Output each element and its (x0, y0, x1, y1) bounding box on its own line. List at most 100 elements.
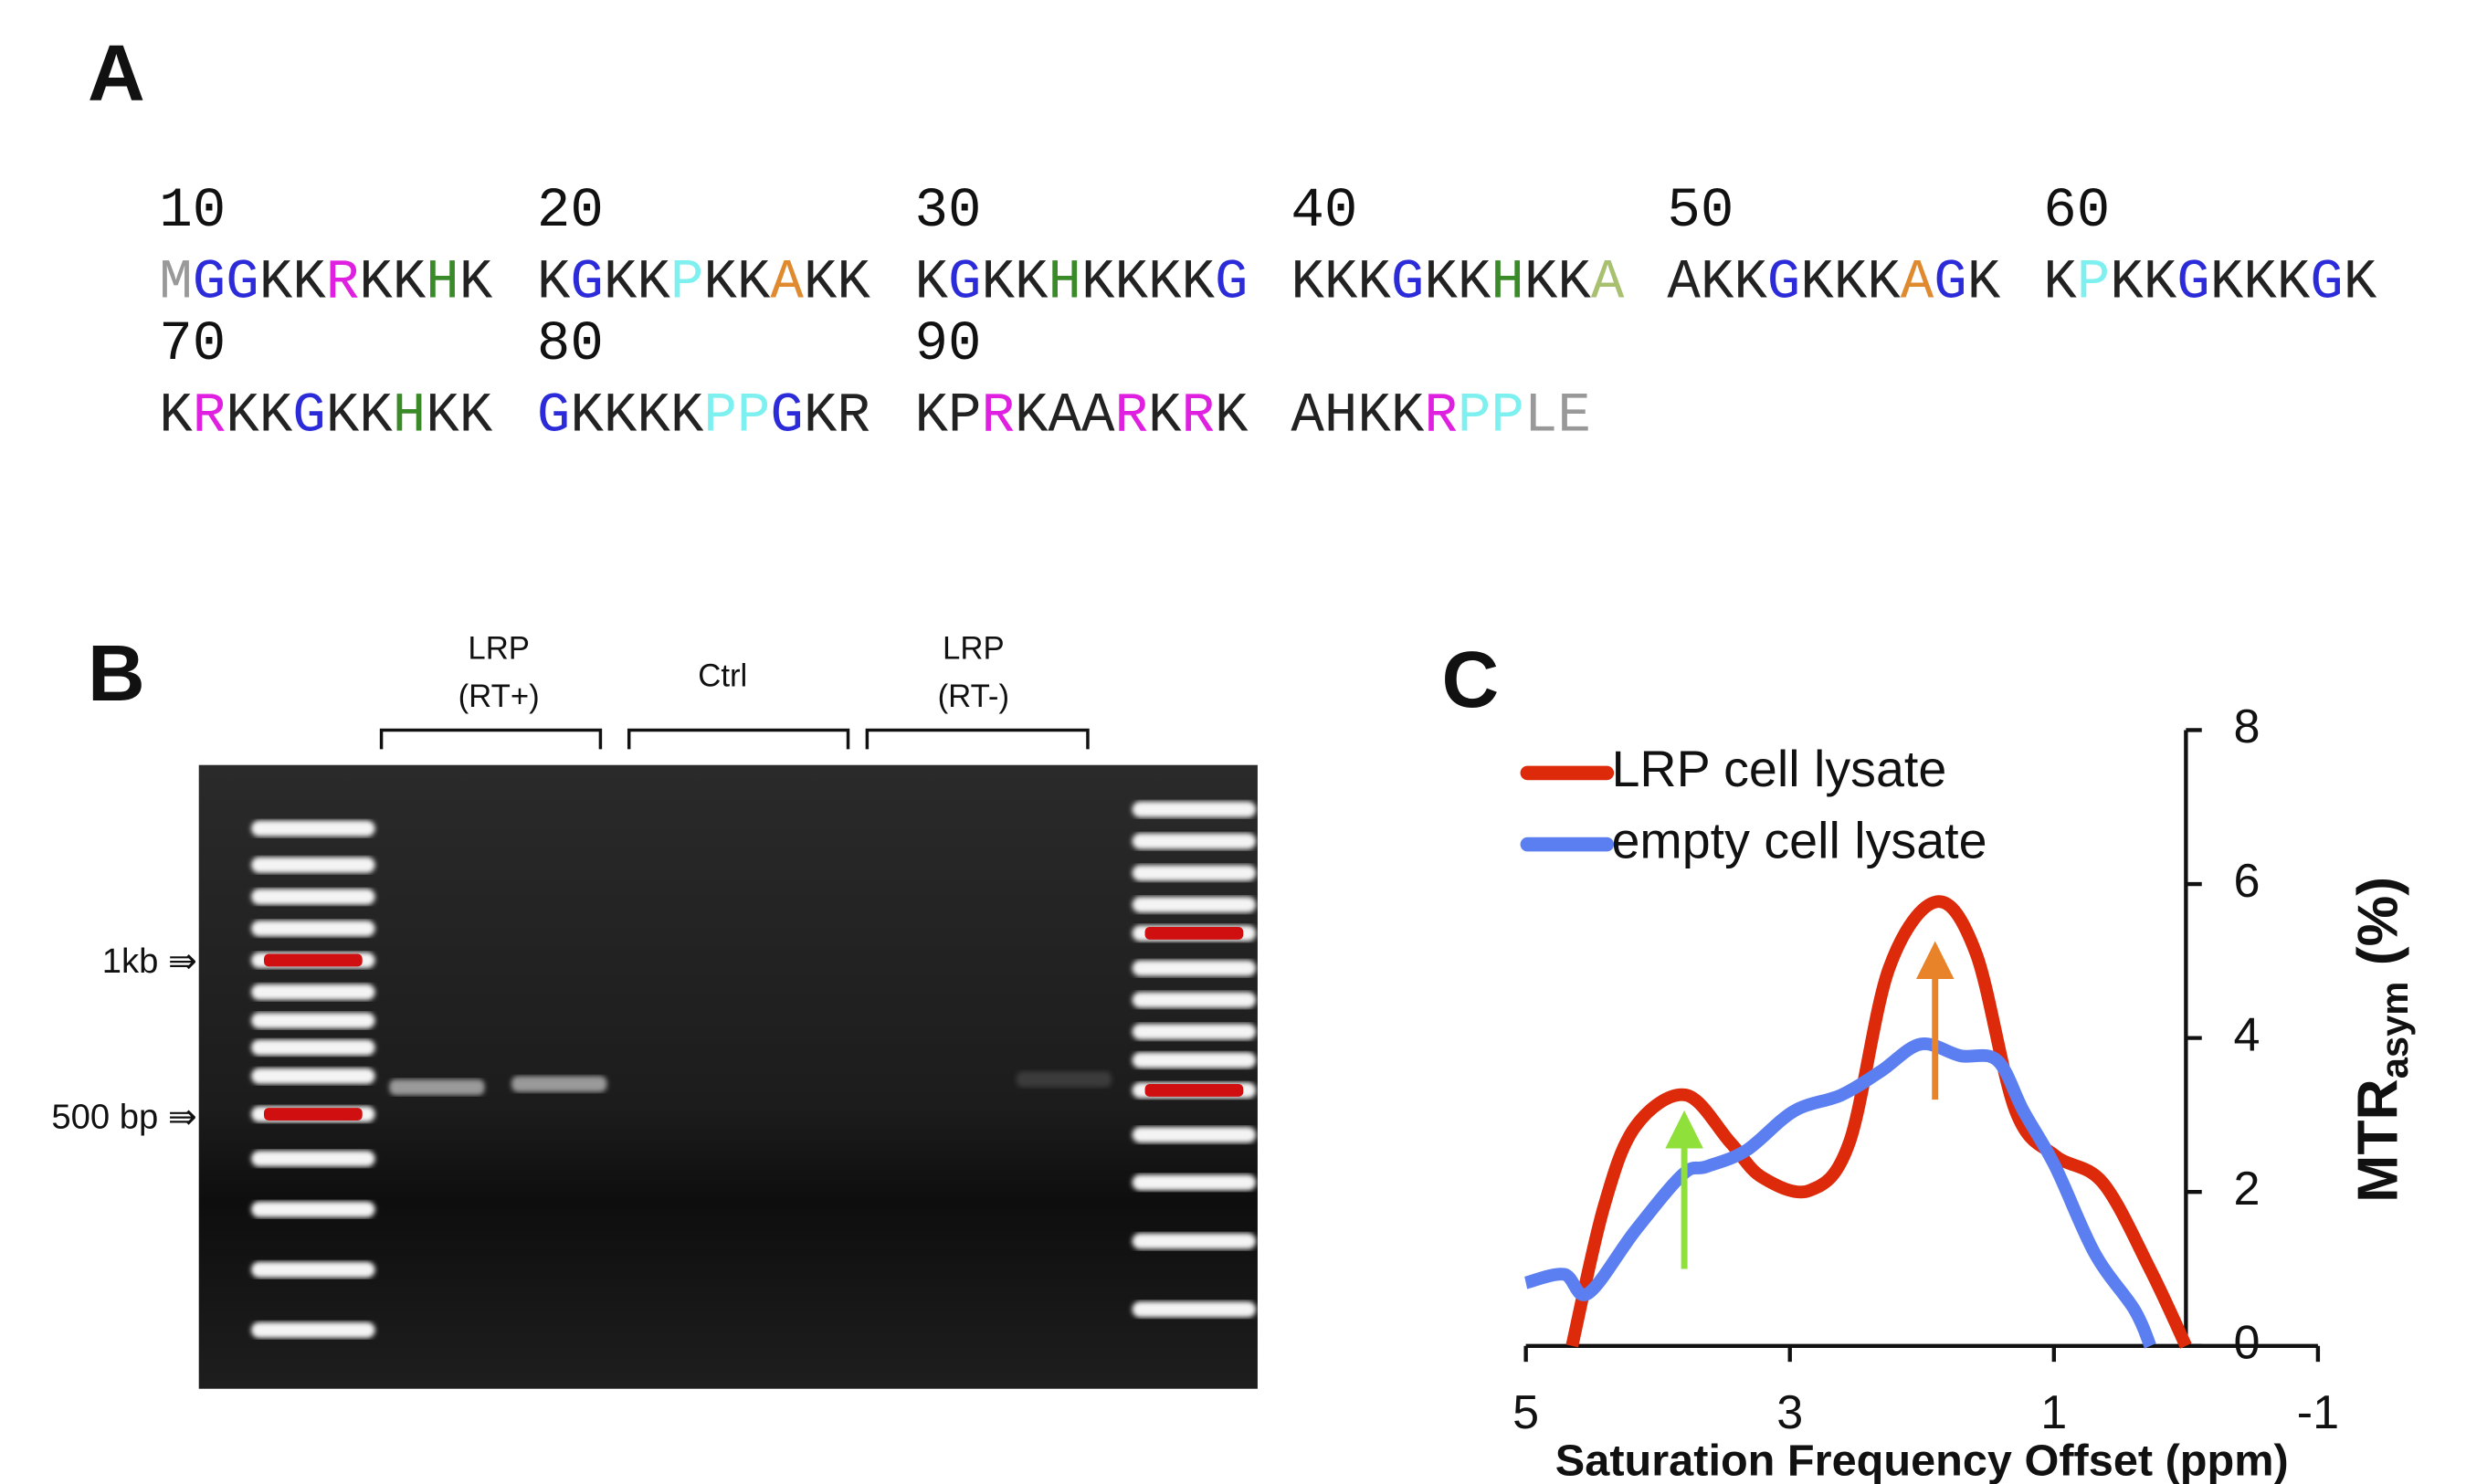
position-number: 30 (915, 180, 982, 243)
residue-run: A (1591, 251, 1625, 314)
lane-label: (RT+) (458, 679, 540, 714)
sequence-block: AHKKRPPLE (1291, 384, 1590, 447)
ladder-band (1132, 801, 1257, 818)
y-axis-label: MTRasym (%) (2345, 877, 2416, 1203)
residue-run: KK (982, 251, 1049, 314)
ladder-band (251, 1068, 375, 1085)
residue-run: G (2310, 251, 2344, 314)
residue-run: G (948, 251, 982, 314)
residue-run: G (1767, 251, 1801, 314)
residue-run: PP (1458, 384, 1524, 447)
ladder-band (251, 889, 375, 905)
sample-band (1016, 1071, 1112, 1088)
residue-run: GG (193, 251, 259, 314)
position-number: 50 (1667, 180, 1734, 243)
residue-run: KK (226, 384, 292, 447)
residue-run: R (1115, 384, 1148, 447)
position-number: 40 (1291, 180, 1357, 243)
lane-label: Ctrl (698, 658, 747, 693)
sequence-block: KRKKGKKHKK (159, 384, 492, 447)
ladder-band (251, 921, 375, 937)
size-marker: 1kb ⇛ (102, 942, 197, 981)
sequence-block: KKKGKKHKKA (1291, 251, 1624, 314)
residue-run: K (159, 384, 193, 447)
ladder-band (251, 1039, 375, 1056)
residue-run: R (1424, 384, 1457, 447)
sequence-block: KGKKHKKKKG (915, 251, 1249, 314)
position-number: 10 (159, 180, 226, 243)
lane-brackets (379, 728, 1090, 750)
x-axis-label: Saturation Frequency Offset (ppm) (1555, 1436, 2289, 1484)
residue-run: K (1215, 384, 1249, 447)
ladder-band (251, 820, 375, 837)
ladder-band (1132, 833, 1257, 849)
residue-run: K (1967, 251, 2001, 314)
ladder-band (251, 1012, 375, 1029)
residue-run: R (326, 251, 360, 314)
x-tick-label: -1 (2297, 1386, 2339, 1439)
y-label-unit: (%) (2345, 877, 2409, 982)
residue-run: KK (604, 251, 670, 314)
residue-run: KK (1524, 251, 1591, 314)
y-label-sub: asym (2373, 982, 2416, 1079)
ladder-band (1132, 992, 1257, 1008)
residue-run: KKKK (570, 384, 703, 447)
residue-run: KK (359, 251, 426, 314)
sequence-block: KPRKAARKRK (915, 384, 1249, 447)
ladder-band (251, 1201, 375, 1218)
x-tick-label: 1 (2040, 1386, 2067, 1439)
residue-run: KK (1424, 251, 1491, 314)
lane-label: LRP (943, 632, 1005, 667)
residue-run: G (1391, 251, 1425, 314)
residue-run: R (193, 384, 227, 447)
panel-label: A (88, 29, 145, 118)
y-label-main: MTR (2345, 1079, 2409, 1202)
y-tick-label: 4 (2233, 1008, 2260, 1061)
ladder-band (251, 1261, 375, 1279)
y-tick-label: 8 (2233, 700, 2260, 753)
x-tick-label: 5 (1512, 1386, 1539, 1439)
residue-run: K (459, 251, 493, 314)
residue-run: G (1934, 251, 1967, 314)
residue-run: KK (804, 251, 870, 314)
position-number: 20 (537, 180, 604, 243)
sequence-block: KPKKGKKKGK (2043, 251, 2376, 314)
position-number: 60 (2043, 180, 2110, 243)
residue-run: PP (703, 384, 770, 447)
residue-run: KAA (1015, 384, 1115, 447)
residue-run: M (159, 251, 193, 314)
y-tick-label: 0 (2233, 1317, 2260, 1370)
residue-run: H (426, 251, 458, 314)
residue-run: AKK (1667, 251, 1767, 314)
residue-run: K (537, 251, 571, 314)
saturated-band (1144, 1084, 1244, 1097)
ladder-band (1132, 1126, 1257, 1143)
sample-band (389, 1079, 485, 1096)
ladder-band (1132, 1023, 1257, 1040)
x-tick-label: 3 (1776, 1386, 1803, 1439)
position-number: 80 (537, 313, 604, 376)
residue-run: KK (703, 251, 770, 314)
ladder-band (251, 1321, 375, 1339)
ladder-band (1132, 960, 1257, 976)
residue-run: A (1901, 251, 1934, 314)
residue-run: H (1491, 251, 1524, 314)
residue-run: G (537, 384, 571, 447)
ladder-band (251, 1151, 375, 1167)
residue-run: P (2077, 251, 2111, 314)
position-number: 70 (159, 313, 226, 376)
residue-run: KK (2110, 251, 2176, 314)
ladder-band (1132, 865, 1257, 881)
residue-run: G (2176, 251, 2210, 314)
saturated-band (1144, 926, 1244, 940)
residue-run: R (1182, 384, 1216, 447)
panel-label: C (1442, 636, 1500, 724)
residue-run: K (2344, 251, 2377, 314)
residue-run: KKK (1800, 251, 1901, 314)
ladder-band (1132, 1233, 1257, 1249)
lane-label: (RT-) (938, 679, 1010, 714)
series-line (1565, 895, 2192, 1349)
position-number: 90 (915, 313, 982, 376)
ladder-band (1132, 1301, 1257, 1318)
